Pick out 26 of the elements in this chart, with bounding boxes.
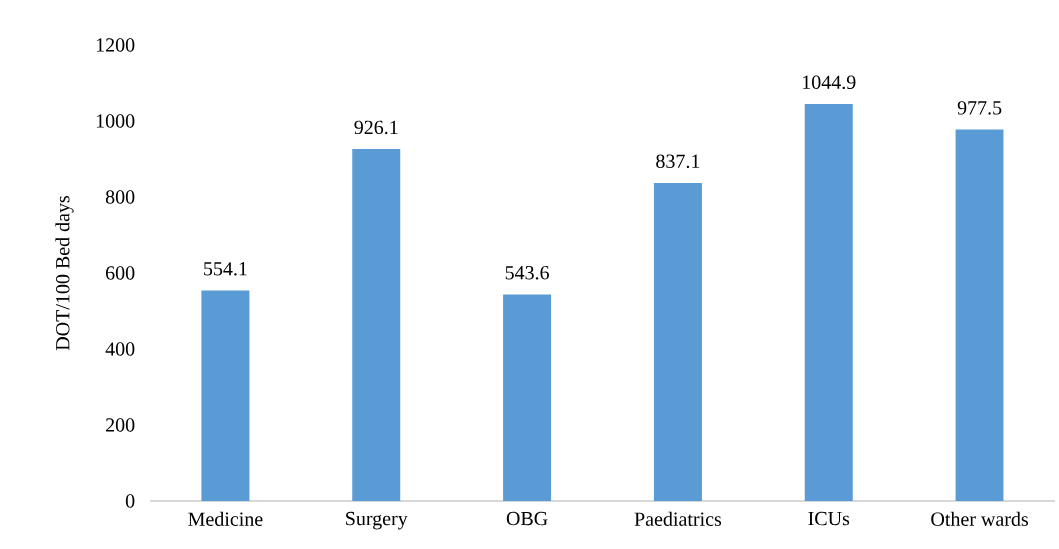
data-label: 554.1 [204, 262, 247, 276]
x-tick-label: Medicine [188, 511, 263, 526]
bar [352, 149, 401, 501]
y-tick-label: 0 [125, 494, 135, 508]
x-tick-label: Paediatrics [634, 511, 722, 526]
x-tick-label: ICUs [808, 511, 850, 526]
y-tick-label: 200 [106, 418, 135, 432]
data-label: 926.1 [354, 120, 398, 135]
data-label: 1044.9 [803, 75, 856, 90]
bar [653, 182, 702, 501]
bar [804, 103, 853, 501]
x-tick-label: Surgery [346, 511, 408, 530]
bar [503, 294, 552, 501]
data-label: 543.6 [505, 266, 549, 280]
bar [955, 129, 1004, 501]
y-tick-label: 1000 [96, 114, 135, 128]
y-tick-label: 800 [105, 190, 135, 204]
y-tick-label: 1200 [96, 38, 135, 52]
y-tick-label: 600 [106, 266, 135, 280]
x-tick-label: OBG [506, 511, 548, 526]
bar [201, 290, 250, 501]
x-tick-label: Other wards [931, 511, 1028, 526]
data-label: 977.5 [957, 101, 1002, 115]
y-tick-label: 400 [105, 342, 135, 356]
y-axis-title: DOT/100 Bed days [55, 195, 74, 351]
data-label: 837.1 [656, 154, 700, 169]
